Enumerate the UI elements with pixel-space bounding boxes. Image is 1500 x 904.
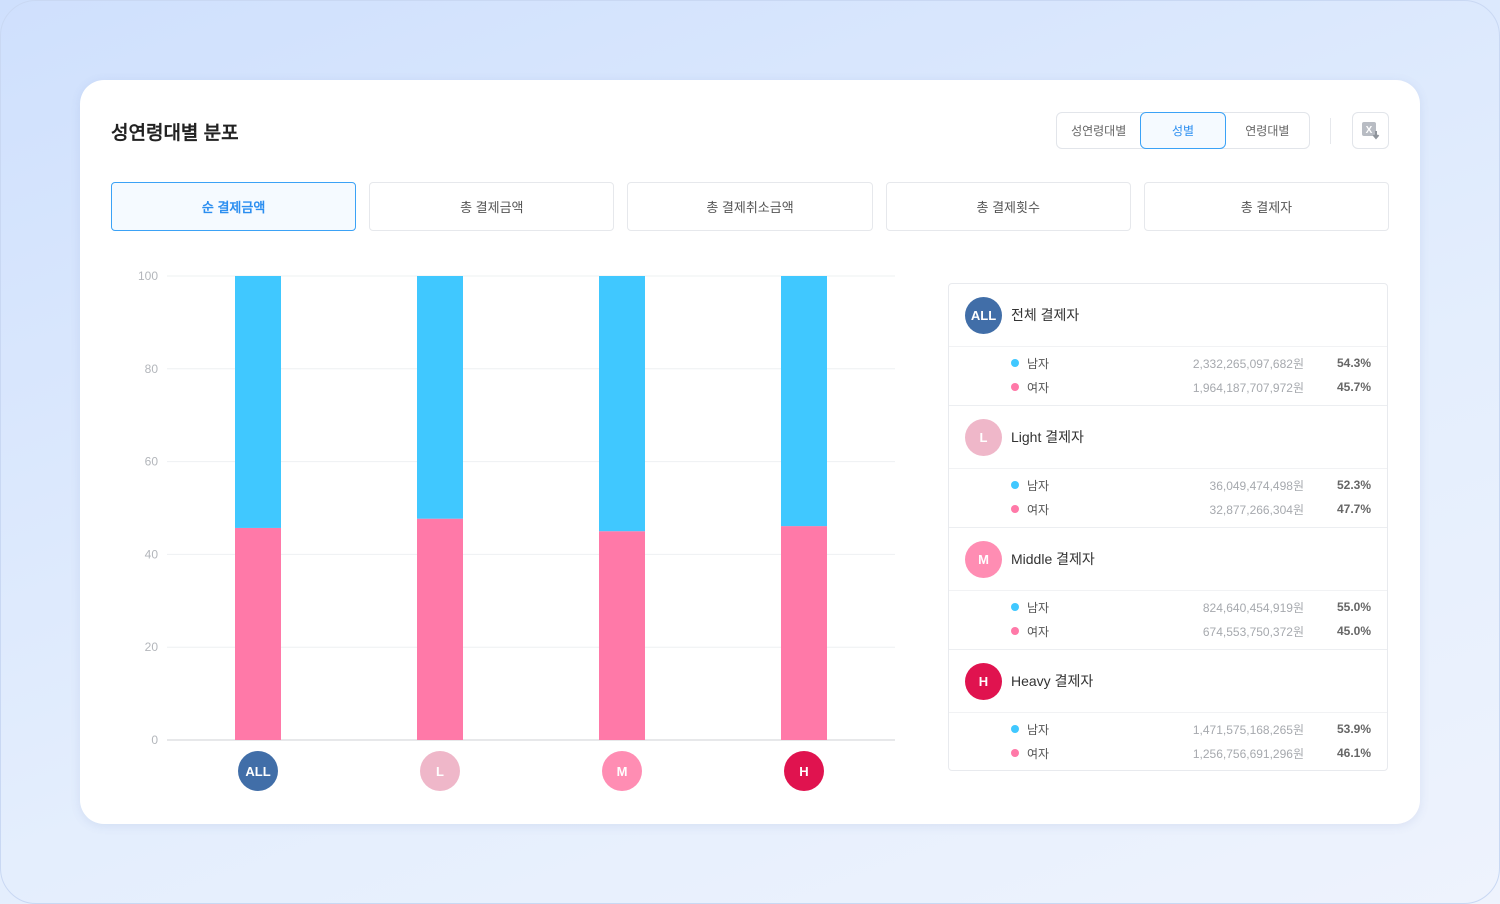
legend-row: 남자 36,049,474,498원 52.3% xyxy=(949,473,1387,497)
legend-row: 남자 824,640,454,919원 55.0% xyxy=(949,595,1387,619)
category-badge-L xyxy=(420,751,460,791)
series-dot-icon xyxy=(1011,481,1019,489)
x-tick-label: H xyxy=(799,764,808,779)
bar-male-M[interactable] xyxy=(599,276,645,532)
percent-value: 45.7% xyxy=(1336,380,1371,394)
gender-label: 남자 xyxy=(1027,356,1050,371)
page-title: 성연령대별 분포 xyxy=(111,123,239,144)
series-dot-icon xyxy=(1011,749,1019,757)
series-dot-icon xyxy=(1011,359,1019,367)
svg-text:X: X xyxy=(1365,125,1372,136)
gender-label: 여자 xyxy=(1027,624,1050,639)
metric-tabs: 순 결제금액 총 결제금액 총 결제취소금액 총 결제횟수 총 결제자 xyxy=(111,182,1390,231)
bar-male-L[interactable] xyxy=(417,276,463,519)
amount-value: 824,640,454,919원 xyxy=(1202,600,1304,615)
legend-group-header: H Heavy 결제자 xyxy=(949,650,1387,713)
category-badge-ALL xyxy=(238,751,278,791)
bar-female-M[interactable] xyxy=(599,531,645,740)
bar-female-H[interactable] xyxy=(781,526,827,740)
segment-gender[interactable]: 성별 xyxy=(1140,112,1226,149)
legend-group-header: L Light 결제자 xyxy=(949,406,1387,469)
category-badge-H xyxy=(784,751,824,791)
segment-badge: M xyxy=(965,540,1002,578)
category-badge-M xyxy=(602,751,642,791)
bar-male-H[interactable] xyxy=(781,276,827,527)
gender-label: 남자 xyxy=(1027,722,1050,737)
gender-label: 남자 xyxy=(1027,600,1050,615)
segment-badge: ALL xyxy=(965,296,1002,334)
y-tick-label: 40 xyxy=(145,547,159,561)
series-dot-icon xyxy=(1011,627,1019,635)
amount-value: 2,332,265,097,682원 xyxy=(1192,356,1304,371)
excel-download-button[interactable]: X xyxy=(1352,112,1389,149)
percent-value: 55.0% xyxy=(1336,600,1371,614)
legend-group-title: Light 결제자 xyxy=(1011,429,1084,445)
series-dot-icon xyxy=(1011,383,1019,391)
bar-male-ALL[interactable] xyxy=(235,276,281,528)
percent-value: 47.7% xyxy=(1336,502,1371,516)
percent-value: 45.0% xyxy=(1336,624,1371,638)
bar-female-L[interactable] xyxy=(417,518,463,740)
y-tick-label: 100 xyxy=(138,269,158,283)
distribution-card: 성연령대별 분포 성연령대별 성별 연령대별 X 순 결제금액 총 결제금액 총… xyxy=(80,80,1420,824)
amount-value: 674,553,750,372원 xyxy=(1202,624,1304,639)
amount-value: 1,471,575,168,265원 xyxy=(1192,722,1304,737)
x-tick-label: L xyxy=(436,764,444,779)
gender-label: 남자 xyxy=(1027,478,1050,493)
gender-label: 여자 xyxy=(1027,502,1050,517)
view-segment-control: 성연령대별 성별 연령대별 xyxy=(1056,112,1310,149)
tab-net-payment[interactable]: 순 결제금액 xyxy=(111,182,357,231)
y-tick-label: 0 xyxy=(151,733,158,747)
legend-row: 여자 1,256,756,691,296원 46.1% xyxy=(949,741,1387,765)
amount-value: 36,049,474,498원 xyxy=(1209,478,1304,493)
tab-total-cancel[interactable]: 총 결제취소금액 xyxy=(627,182,873,231)
series-dot-icon xyxy=(1011,603,1019,611)
segment-badge: L xyxy=(965,418,1002,456)
amount-value: 1,256,756,691,296원 xyxy=(1192,746,1304,761)
series-dot-icon xyxy=(1011,725,1019,733)
legend-group-header: ALL 전체 결제자 xyxy=(949,284,1387,347)
percent-value: 52.3% xyxy=(1336,478,1371,492)
percent-value: 54.3% xyxy=(1336,356,1371,370)
legend-row: 남자 2,332,265,097,682원 54.3% xyxy=(949,351,1387,375)
legend-group-title: Middle 결제자 xyxy=(1011,551,1095,567)
amount-value: 1,964,187,707,972원 xyxy=(1192,380,1304,395)
y-tick-label: 20 xyxy=(145,640,159,654)
stacked-bar-chart: 0 20 40 60 80 100 ALL L M H xyxy=(138,269,895,791)
tab-total-payment[interactable]: 총 결제금액 xyxy=(369,182,615,231)
amount-value: 32,877,266,304원 xyxy=(1209,502,1304,517)
gender-label: 여자 xyxy=(1027,746,1050,761)
bar-female-ALL[interactable] xyxy=(235,527,281,740)
y-tick-label: 80 xyxy=(145,362,159,376)
legend-group-header: M Middle 결제자 xyxy=(949,528,1387,591)
tab-payment-count[interactable]: 총 결제횟수 xyxy=(885,182,1131,231)
legend-group-title: 전체 결제자 xyxy=(1011,307,1080,323)
legend-group-title: Heavy 결제자 xyxy=(1011,673,1094,689)
segment-age-gender[interactable]: 성연령대별 xyxy=(1071,124,1127,138)
y-tick-label: 60 xyxy=(145,455,159,469)
legend-row: 남자 1,471,575,168,265원 53.9% xyxy=(949,717,1387,741)
series-dot-icon xyxy=(1011,505,1019,513)
tab-payer-count[interactable]: 총 결제자 xyxy=(1143,182,1390,231)
gender-label: 여자 xyxy=(1027,380,1050,395)
segment-badge: H xyxy=(965,662,1002,700)
legend-row: 여자 32,877,266,304원 47.7% xyxy=(949,497,1387,521)
excel-download-icon: X xyxy=(1361,121,1379,140)
percent-value: 46.1% xyxy=(1336,746,1371,760)
segment-age[interactable]: 연령대별 xyxy=(1245,124,1290,138)
percent-value: 53.9% xyxy=(1336,722,1371,736)
x-tick-label: M xyxy=(617,764,628,779)
x-tick-label: ALL xyxy=(245,764,270,779)
divider xyxy=(1330,118,1331,144)
legend-row: 여자 674,553,750,372원 45.0% xyxy=(949,619,1387,643)
legend-row: 여자 1,964,187,707,972원 45.7% xyxy=(949,375,1387,399)
